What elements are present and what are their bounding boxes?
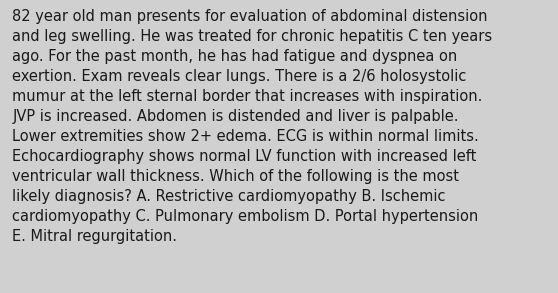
Text: 82 year old man presents for evaluation of abdominal distension
and leg swelling: 82 year old man presents for evaluation … <box>12 9 492 244</box>
